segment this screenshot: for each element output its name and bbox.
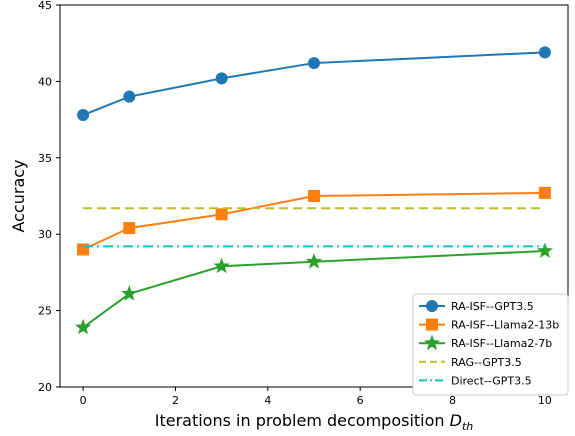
data-point-ra-isf-gpt3-5: [215, 72, 228, 85]
data-point-ra-isf-llama2-13b: [123, 222, 136, 235]
data-point-ra-isf-llama2-13b: [77, 243, 90, 256]
legend-item-ra-isf-llama2-7b: RA-ISF--Llama2-7b: [419, 334, 552, 351]
legend-label: RA-ISF--Llama2-13b: [451, 319, 559, 332]
x-tick-label: 4: [264, 394, 271, 407]
data-point-ra-isf-llama2-13b: [215, 208, 228, 221]
x-axis-label-math: D: [450, 411, 462, 430]
legend-label: RA-ISF--GPT3.5: [451, 300, 534, 313]
legend-item-rag-gpt3-5: RAG--GPT3.5: [419, 356, 522, 369]
legend-box: [412, 293, 569, 396]
x-tick-label: 2: [172, 394, 179, 407]
y-axis-label: Accuracy: [9, 159, 28, 232]
y-tick-label: 45: [38, 0, 52, 12]
y-tick-label: 20: [38, 381, 52, 394]
y-tick-label: 40: [38, 75, 52, 88]
x-axis-label-text: Iterations in problem decomposition: [155, 411, 450, 430]
x-tick-label: 0: [80, 394, 87, 407]
legend-label: RA-ISF--Llama2-7b: [451, 337, 552, 350]
data-point-ra-isf-llama2-7b: [536, 242, 553, 258]
axes-frame: [59, 4, 569, 388]
legend-label: Direct--GPT3.5: [451, 374, 532, 387]
plot-layer: [75, 46, 553, 335]
x-axis-label: Iterations in problem decomposition Dth: [155, 411, 474, 433]
legend-item-ra-isf-gpt3-5: RA-ISF--GPT3.5: [419, 300, 534, 313]
y-tick-label: 25: [38, 305, 52, 318]
ticks-layer: 0 2 4 6 8 10 20 25 30 35 40 45: [38, 0, 552, 407]
legend: RA-ISF--GPT3.5 RA-ISF--Llama2-13b RA-ISF--…: [412, 293, 569, 396]
legend-marker: [423, 334, 441, 351]
data-point-ra-isf-gpt3-5: [538, 46, 551, 59]
data-point-ra-isf-gpt3-5: [77, 109, 90, 122]
series-ra-isf-gpt3-5: [77, 46, 551, 122]
legend-marker: [426, 300, 438, 312]
x-axis-label-subscript: th: [462, 420, 473, 433]
legend-marker: [426, 318, 438, 331]
data-point-ra-isf-gpt3-5: [123, 90, 136, 103]
data-point-ra-isf-llama2-13b: [308, 190, 320, 202]
series-ra-isf-llama2-7b: [75, 242, 553, 335]
data-point-ra-isf-gpt3-5: [308, 57, 320, 70]
y-tick-label: 30: [38, 228, 52, 241]
x-tick-label: 6: [357, 394, 364, 407]
data-point-ra-isf-llama2-7b: [75, 318, 92, 335]
data-point-ra-isf-llama2-7b: [213, 257, 230, 274]
data-point-ra-isf-llama2-7b: [305, 253, 323, 269]
legend-label: RAG--GPT3.5: [451, 356, 522, 369]
legend-item-ra-isf-llama2-13b: RA-ISF--Llama2-13b: [419, 318, 559, 332]
data-point-ra-isf-llama2-13b: [538, 186, 551, 199]
data-point-ra-isf-llama2-7b: [121, 285, 138, 301]
y-tick-label: 35: [38, 152, 52, 165]
series-ra-isf-llama2-13b: [77, 186, 551, 256]
x-tick-label: 8: [449, 394, 456, 407]
x-tick-label: 10: [538, 394, 552, 407]
legend-item-direct-gpt3-5: Direct--GPT3.5: [419, 374, 532, 387]
